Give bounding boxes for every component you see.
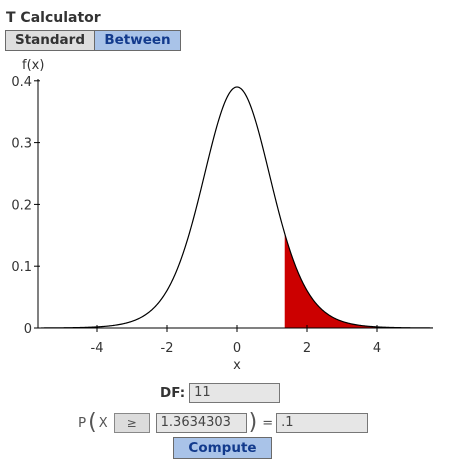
shaded-tail-area bbox=[284, 233, 433, 328]
df-input[interactable]: 11 bbox=[189, 383, 281, 403]
app-title: T Calculator bbox=[6, 10, 101, 26]
compute-button[interactable]: Compute bbox=[173, 437, 272, 459]
x-tick-label: 2 bbox=[303, 341, 311, 356]
tab-between[interactable]: Between bbox=[95, 30, 181, 51]
tab-standard[interactable]: Standard bbox=[5, 30, 95, 51]
operator-select[interactable]: ≥ bbox=[113, 413, 150, 433]
x-tick-label: -4 bbox=[91, 341, 104, 356]
y-axis-label: f(x) bbox=[22, 58, 44, 73]
x-value-input[interactable]: 1.3634303 bbox=[155, 413, 247, 433]
probability-input[interactable]: .1 bbox=[276, 413, 369, 433]
df-row: DF: 11 bbox=[160, 382, 281, 404]
y-tick-label: 0.2 bbox=[11, 198, 32, 213]
probability-row: P ( X ≥ 1.3634303 ) = .1 bbox=[78, 410, 369, 436]
open-paren: ( bbox=[88, 410, 97, 435]
equals-sign: = bbox=[262, 415, 274, 431]
y-tick-label: 0.3 bbox=[11, 137, 32, 152]
df-label: DF: bbox=[160, 385, 186, 401]
p-label: P bbox=[78, 415, 87, 431]
x-axis-label: x bbox=[233, 358, 241, 373]
t-distribution-chart: 0 0.1 0.2 0.3 0.4 -4 -2 0 2 4 f(x) x bbox=[11, 58, 434, 373]
density-curve bbox=[40, 86, 434, 329]
close-paren: ) bbox=[248, 410, 258, 435]
x-tick-label: -2 bbox=[161, 341, 174, 356]
y-tick-label: 0 bbox=[24, 322, 32, 337]
x-tick-label: 0 bbox=[233, 341, 241, 356]
y-tick-label: 0.4 bbox=[11, 75, 32, 90]
chart-layer: 0 0.1 0.2 0.3 0.4 -4 -2 0 2 4 f(x) x bbox=[11, 58, 434, 373]
mode-tabs: Standard Between bbox=[5, 30, 181, 51]
x-label: X bbox=[98, 415, 108, 431]
y-tick-label: 0.1 bbox=[11, 260, 32, 275]
x-tick-label: 4 bbox=[373, 341, 381, 356]
